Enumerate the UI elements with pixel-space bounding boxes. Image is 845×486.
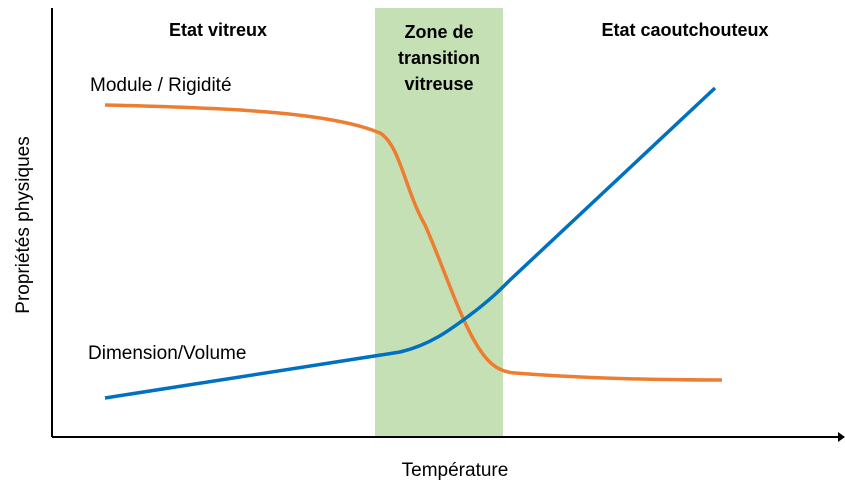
region-label: Etat vitreux (169, 20, 267, 40)
transition-zone (375, 8, 503, 437)
curve-label: Module / Rigidité (90, 75, 232, 96)
curve-label: Dimension/Volume (88, 343, 246, 364)
region-label: Etat caoutchouteux (601, 20, 768, 40)
region-label: transition (398, 48, 480, 68)
volume-curve (104, 86, 717, 400)
x-axis-label: Température (402, 460, 509, 481)
modulus-curve (104, 103, 723, 382)
x-axis-arrow (838, 432, 845, 442)
y-axis-label: Propriétés physiques (13, 136, 34, 313)
region-label: vitreuse (404, 74, 473, 94)
region-label: Zone de (404, 22, 473, 42)
